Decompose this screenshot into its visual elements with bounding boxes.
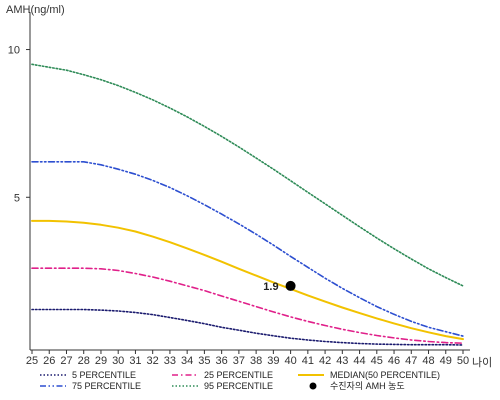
x-tick-label: 25 (26, 355, 38, 367)
legend-label: 25 PERCENTILE (204, 370, 273, 380)
legend: 5 PERCENTILE 25 PERCENTILE MEDIAN(50 PERCE… (40, 370, 440, 391)
x-tick-label: 40 (284, 355, 296, 367)
series-line-75-percentile (31, 161, 464, 337)
series-line-25-percentile (31, 267, 464, 345)
x-tick-label: 33 (164, 355, 176, 367)
x-tick-label: 37 (233, 355, 245, 367)
series-line-5-percentile (31, 308, 464, 346)
x-tick-label: 46 (388, 355, 400, 367)
x-tick-label: 29 (95, 355, 107, 367)
x-tick-label: 26 (43, 355, 55, 367)
x-tick-label: 44 (353, 355, 365, 367)
x-tick-label: 47 (405, 355, 417, 367)
legend-label: 수진자의 AMH 농도 (330, 381, 405, 391)
x-tick-label: 34 (181, 355, 193, 367)
legend-label: 95 PERCENTILE (204, 381, 273, 391)
series-line-median-50-percentile (31, 219, 464, 341)
x-tick-label: 43 (336, 355, 348, 367)
y-axis-title: AMH(ng/ml) (6, 4, 65, 16)
x-ticks: 25 26 27 28 29 30 31 32 33 34 35 36 37 38 39 40 41 42 43 44… (26, 350, 469, 367)
series-line-95-percentile (31, 63, 464, 287)
x-axis-title: 나이 (472, 356, 492, 369)
patient-point-group: 1.9 (263, 280, 296, 293)
x-tick-label: 35 (198, 355, 210, 367)
x-tick-label: 48 (422, 355, 434, 367)
legend-point-marker (309, 382, 317, 390)
x-tick-label: 45 (371, 355, 383, 367)
legend-label: 75 PERCENTILE (72, 381, 141, 391)
x-tick-label: 50 (457, 355, 469, 367)
y-tick-label: 10 (8, 45, 20, 57)
x-tick-label: 36 (216, 355, 228, 367)
x-tick-label: 39 (267, 355, 279, 367)
legend-label: MEDIAN(50 PERCENTILE) (330, 370, 440, 380)
x-tick-label: 31 (129, 355, 141, 367)
x-tick-label: 30 (112, 355, 124, 367)
x-tick-label: 49 (440, 355, 452, 367)
y-ticks: 5 10 (8, 45, 30, 204)
x-tick-label: 27 (60, 355, 72, 367)
patient-amh-point (285, 280, 296, 291)
patient-amh-label: 1.9 (263, 281, 278, 293)
legend-label: 5 PERCENTILE (72, 370, 136, 380)
x-tick-label: 42 (319, 355, 331, 367)
x-tick-label: 28 (78, 355, 90, 367)
x-tick-label: 32 (147, 355, 159, 367)
x-tick-label: 41 (302, 355, 314, 367)
y-tick-label: 5 (14, 192, 20, 204)
series-lines (31, 63, 464, 346)
x-tick-label: 38 (250, 355, 262, 367)
